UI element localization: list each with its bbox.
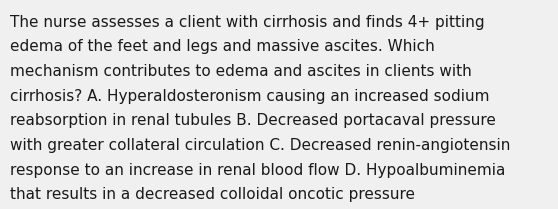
Text: with greater collateral circulation C. Decreased renin-angiotensin: with greater collateral circulation C. D… — [10, 138, 511, 153]
Text: that results in a decreased colloidal oncotic pressure: that results in a decreased colloidal on… — [10, 187, 415, 202]
Text: response to an increase in renal blood flow D. Hypoalbuminemia: response to an increase in renal blood f… — [10, 163, 506, 178]
Text: reabsorption in renal tubules B. Decreased portacaval pressure: reabsorption in renal tubules B. Decreas… — [10, 113, 496, 128]
Text: cirrhosis? A. Hyperaldosteronism causing an increased sodium: cirrhosis? A. Hyperaldosteronism causing… — [10, 89, 489, 104]
Text: mechanism contributes to edema and ascites in clients with: mechanism contributes to edema and ascit… — [10, 64, 472, 79]
Text: The nurse assesses a client with cirrhosis and finds 4+ pitting: The nurse assesses a client with cirrhos… — [10, 15, 485, 30]
Text: edema of the feet and legs and massive ascites. Which: edema of the feet and legs and massive a… — [10, 39, 435, 54]
